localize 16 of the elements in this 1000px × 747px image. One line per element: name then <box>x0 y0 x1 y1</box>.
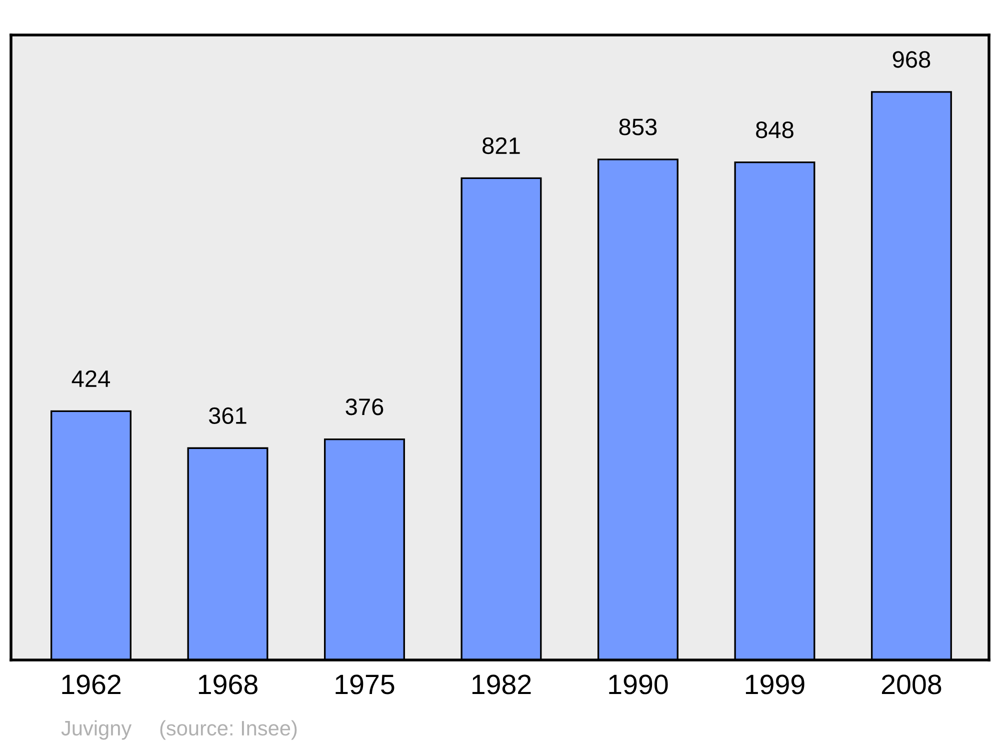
x-tick-label: 1968 <box>198 674 258 694</box>
data-label: 821 <box>482 137 520 154</box>
data-label: 968 <box>892 51 930 68</box>
data-label: 376 <box>346 398 384 416</box>
data-label: 361 <box>208 407 246 424</box>
data-label: 853 <box>619 118 657 136</box>
x-tick-label: 1975 <box>336 674 394 694</box>
x-tick-label: 1982 <box>472 674 531 694</box>
x-tick-label: 1999 <box>746 674 804 694</box>
text: (source: Insee) <box>160 720 297 740</box>
x-tick-label: 1990 <box>609 674 668 694</box>
x-tick-label: 2008 <box>882 674 942 694</box>
data-label: 424 <box>72 370 110 387</box>
x-tick-label: 1962 <box>62 674 120 694</box>
data-label: 848 <box>756 122 794 138</box>
text: Juvigny <box>61 720 132 740</box>
